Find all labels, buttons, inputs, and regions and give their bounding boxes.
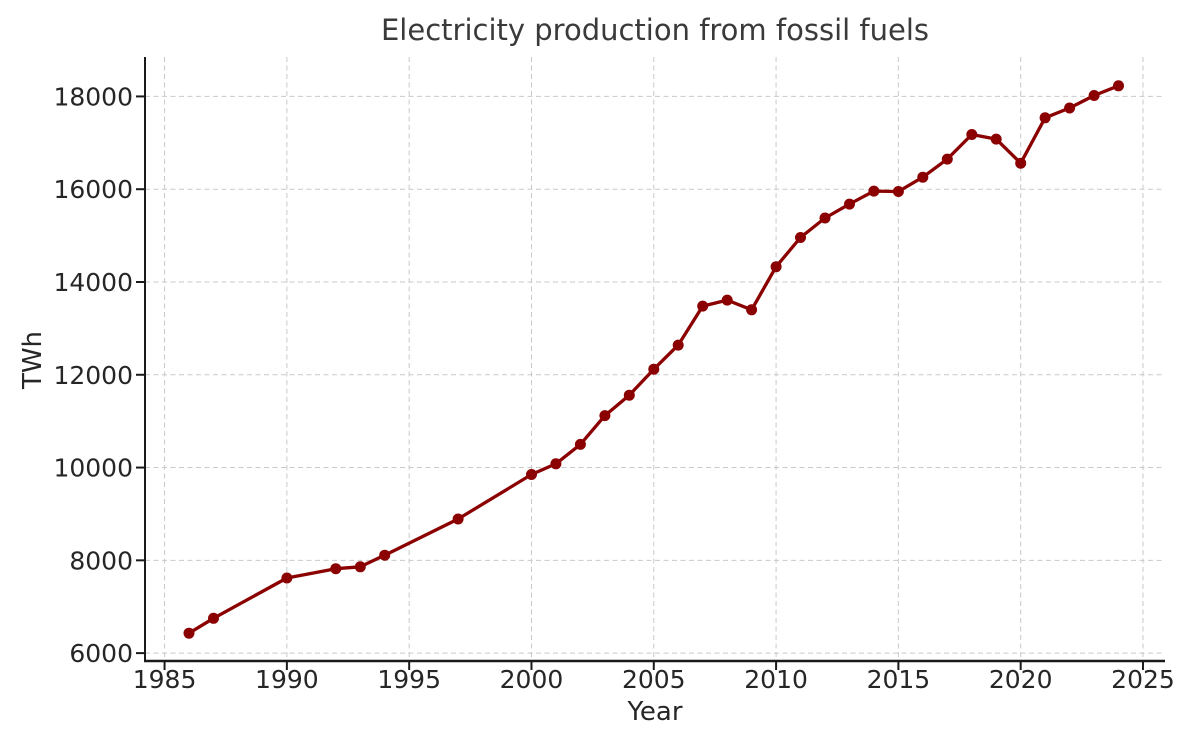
data-point: [550, 458, 562, 470]
data-point: [966, 129, 978, 140]
data-point: [746, 304, 758, 316]
data-point: [697, 300, 709, 312]
x-tick-label: 2025: [1111, 665, 1175, 694]
y-tick-label: 16000: [53, 175, 133, 204]
y-tick-label: 14000: [53, 268, 133, 297]
y-tick-label: 12000: [53, 361, 133, 390]
x-tick-label: 2005: [622, 665, 686, 694]
data-point: [330, 563, 342, 575]
data-point: [1113, 80, 1124, 92]
data-point: [623, 389, 635, 401]
data-point: [1015, 157, 1027, 169]
data-point: [526, 469, 537, 480]
x-tick-label: 2000: [500, 665, 564, 694]
data-point: [574, 438, 586, 450]
data-point: [917, 171, 929, 183]
data-point: [868, 185, 880, 197]
data-point: [844, 198, 855, 210]
x-tick-label: 1985: [133, 665, 197, 694]
x-tick-label: 2015: [867, 665, 931, 694]
y-tick-label: 10000: [53, 454, 133, 483]
data-point: [208, 612, 219, 624]
data-point: [672, 339, 684, 351]
data-point: [892, 186, 904, 197]
data-point: [795, 232, 806, 243]
x-tick-label: 2010: [744, 665, 808, 694]
y-tick-label: 18000: [53, 82, 133, 111]
data-point: [819, 212, 831, 224]
data-point: [990, 133, 1002, 145]
data-point: [183, 627, 195, 639]
y-tick-label: 6000: [69, 639, 133, 668]
y-axis-title: TWh: [18, 330, 48, 390]
x-axis-title: Year: [627, 697, 683, 727]
data-point: [648, 363, 660, 375]
data-point: [941, 153, 953, 165]
data-point: [1064, 102, 1076, 114]
x-tick-label: 2020: [989, 665, 1053, 694]
data-point: [281, 572, 293, 584]
data-point: [354, 561, 366, 573]
data-point: [770, 261, 782, 273]
chart-title: Electricity production from fossil fuels: [380, 13, 929, 47]
y-tick-label: 8000: [69, 546, 133, 575]
data-point: [379, 549, 391, 561]
data-point: [599, 410, 611, 422]
data-point: [1088, 90, 1100, 101]
data-point: [1039, 112, 1051, 124]
x-tick-label: 1990: [255, 665, 319, 694]
data-point: [721, 294, 733, 306]
x-tick-label: 1995: [377, 665, 441, 694]
data-point: [452, 513, 464, 525]
